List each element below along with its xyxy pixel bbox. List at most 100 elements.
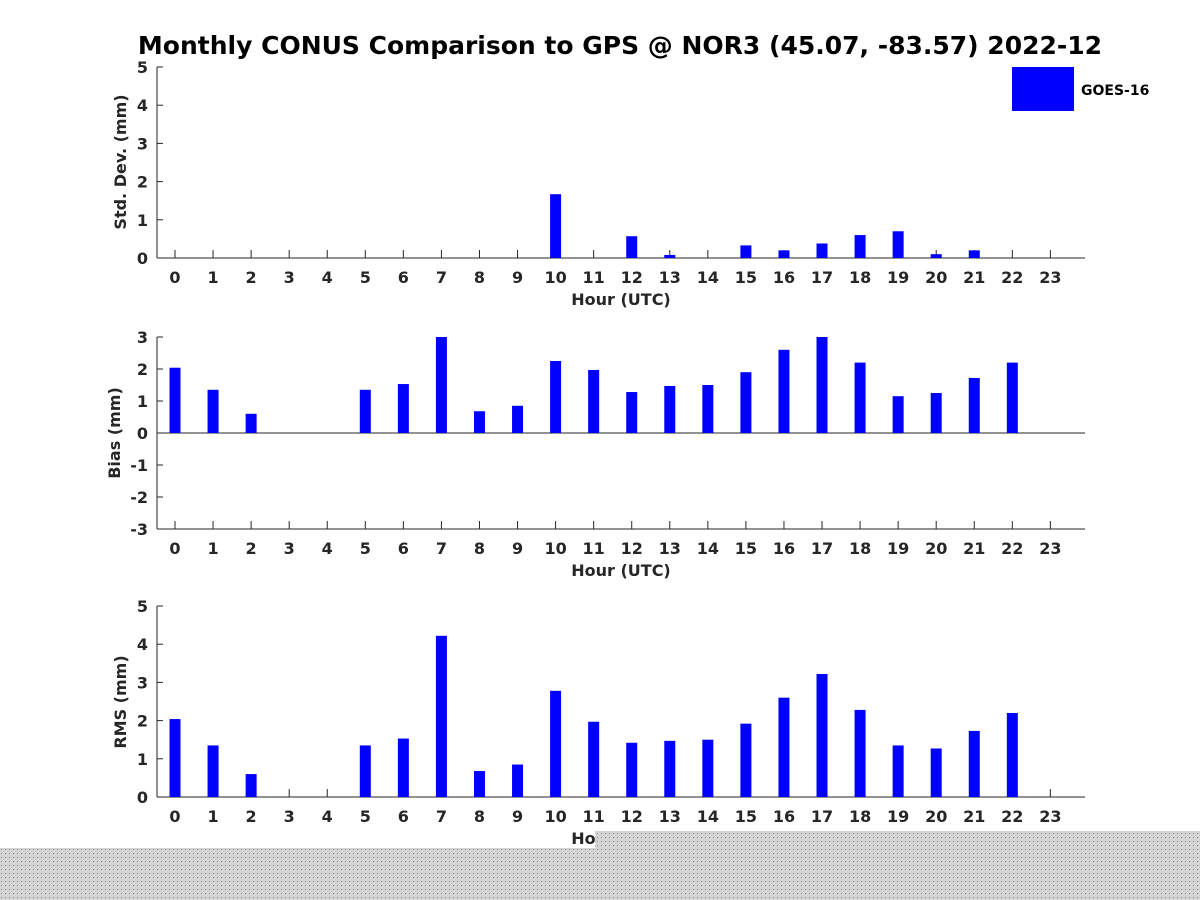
panel-rms-bar-hour-20 [930, 748, 942, 797]
panel-bias-bar-hour-20 [930, 393, 942, 433]
panel-std-dev-bars [550, 194, 980, 258]
legend-label: GOES-16 [1081, 83, 1149, 99]
panel-bias-x-tick-label-22: 22 [1001, 539, 1023, 558]
panel-bias-y-ticks: -3 -2 -1 0 1 2 3 [130, 328, 163, 539]
panel-bias-bar-hour-13 [664, 385, 676, 433]
panel-std-dev-y-ticks: 0 1 2 3 4 5 [137, 58, 163, 268]
panel-std-dev-x-tick-label-4: 4 [322, 268, 333, 287]
panel-std-dev-x-tick-label-13: 13 [659, 268, 681, 287]
panel-bias-x-tick-label-1: 1 [207, 539, 218, 558]
panel-rms-x-tick-label-8: 8 [474, 807, 485, 826]
panel-rms-bar-hour-15 [740, 723, 752, 797]
panel-std-dev-x-tick-label-1: 1 [207, 268, 218, 287]
panel-bias-bar-hour-6 [397, 384, 409, 433]
panel-bias-bar-hour-2 [245, 413, 257, 433]
panel-bias-x-tick-label-12: 12 [621, 539, 643, 558]
panel-bias-x-tick-label-10: 10 [544, 539, 566, 558]
panel-bias-y-tick-label-0: -3 [130, 520, 148, 539]
panel-rms-bar-hour-12 [626, 742, 638, 797]
panel-bias-x-tick-label-14: 14 [697, 539, 719, 558]
panel-rms-bar-hour-16 [778, 697, 790, 797]
panel-rms-x-tick-label-7: 7 [436, 807, 447, 826]
panel-bias-bar-hour-18 [854, 362, 866, 433]
panel-rms-x-tick-label-17: 17 [811, 807, 833, 826]
panel-rms-y-ticks: 0 1 2 3 4 5 [137, 597, 163, 807]
panel-std-dev-bar-hour-12 [626, 236, 638, 258]
panel-std-dev-x-tick-label-14: 14 [697, 268, 719, 287]
panel-rms-y-tick-label-3: 3 [137, 673, 148, 692]
panel-rms-y-tick-label-1: 1 [137, 750, 148, 769]
panel-rms-bar-hour-13 [664, 740, 676, 797]
panel-bias-x-tick-label-17: 17 [811, 539, 833, 558]
panel-rms-x-ticks: 0 1 2 3 4 5 6 7 8 9 10 11 12 13 14 15 16 17 18 19 20 21 22 23 [169, 789, 1062, 826]
panel-rms-x-tick-label-16: 16 [773, 807, 795, 826]
panel-rms-bar-hour-5 [359, 745, 371, 797]
panel-std-dev-x-tick-label-17: 17 [811, 268, 833, 287]
panel-bias-bar-hour-16 [778, 349, 790, 433]
panel-rms-x-tick-label-11: 11 [583, 807, 605, 826]
panel-bias-x-tick-label-19: 19 [887, 539, 909, 558]
panel-rms-x-tick-label-12: 12 [621, 807, 643, 826]
panel-bias-bar-hour-19 [892, 396, 904, 433]
panel-bias-x-tick-label-23: 23 [1039, 539, 1061, 558]
panel-rms-y-tick-label-2: 2 [137, 712, 148, 731]
panel-rms-bars [169, 635, 1018, 797]
panel-bias-x-tick-label-4: 4 [322, 539, 333, 558]
panel-bias-bar-hour-5 [359, 389, 371, 433]
panel-std-dev-x-tick-label-11: 11 [583, 268, 605, 287]
panel-std-dev-bar-hour-13 [664, 254, 676, 258]
panel-rms-bar-hour-9 [512, 764, 524, 797]
panel-bias-x-tick-label-0: 0 [169, 539, 180, 558]
panel-rms-bar-hour-22 [1006, 712, 1018, 797]
panel-rms-x-tick-label-0: 0 [169, 807, 180, 826]
panel-std-dev-x-tick-label-0: 0 [169, 268, 180, 287]
panel-rms-bar-hour-8 [473, 771, 485, 797]
panel-std-dev-x-tick-label-18: 18 [849, 268, 871, 287]
panel-rms-x-tick-label-22: 22 [1001, 807, 1023, 826]
panel-rms-bar-hour-2 [245, 774, 257, 797]
panel-rms-ylabel: RMS (mm) [111, 655, 130, 748]
panel-bias-x-tick-label-18: 18 [849, 539, 871, 558]
panel-bias-xlabel: Hour (UTC) [571, 561, 671, 580]
panel-std-dev-y-tick-label-0: 0 [137, 249, 148, 268]
panel-bias-y-tick-label-4: 1 [137, 392, 148, 411]
panel-rms-bar-hour-21 [968, 730, 980, 797]
panel-rms-x-tick-label-2: 2 [246, 807, 257, 826]
panel-rms-bar-hour-14 [702, 739, 714, 797]
panel-bias-x-tick-label-7: 7 [436, 539, 447, 558]
panel-std-dev-x-tick-label-10: 10 [544, 268, 566, 287]
panel-std-dev-bar-hour-16 [778, 250, 790, 258]
panel-std-dev-bar-hour-10 [550, 194, 562, 258]
panel-bias-y-tick-label-1: -2 [130, 488, 148, 507]
panel-rms-x-tick-label-14: 14 [697, 807, 719, 826]
panel-bias-bar-hour-15 [740, 372, 752, 433]
panel-bias-x-tick-label-3: 3 [284, 539, 295, 558]
panel-std-dev-bar-hour-17 [816, 243, 828, 258]
panel-std-dev-bar-hour-19 [892, 231, 904, 258]
panel-bias-x-tick-label-11: 11 [583, 539, 605, 558]
panel-bias-bars [169, 337, 1018, 433]
panel-bias-bar-hour-12 [626, 392, 638, 433]
panel-std-dev-x-tick-label-5: 5 [360, 268, 371, 287]
panel-rms-bar-hour-19 [892, 745, 904, 797]
panel-std-dev-x-tick-label-7: 7 [436, 268, 447, 287]
panel-std-dev-x-tick-label-9: 9 [512, 268, 523, 287]
panel-bias-bar-hour-1 [207, 389, 219, 433]
panel-std-dev-bar-hour-21 [968, 250, 980, 258]
panel-std-dev-x-tick-label-3: 3 [284, 268, 295, 287]
panel-rms-x-tick-label-15: 15 [735, 807, 757, 826]
panel-bias-bar-hour-10 [550, 361, 562, 433]
panel-rms-bar-hour-11 [588, 721, 600, 797]
panel-bias-y-tick-label-6: 3 [137, 328, 148, 347]
panel-rms-x-tick-label-3: 3 [284, 807, 295, 826]
panel-rms-bar-hour-7 [435, 635, 447, 797]
panel-std-dev-x-tick-label-2: 2 [246, 268, 257, 287]
panel-std-dev-x-tick-label-16: 16 [773, 268, 795, 287]
panel-bias-x-tick-label-20: 20 [925, 539, 947, 558]
panel-bias-x-tick-label-6: 6 [398, 539, 409, 558]
panel-bias-y-tick-label-3: 0 [137, 424, 148, 443]
panel-bias-bar-hour-22 [1006, 362, 1018, 433]
